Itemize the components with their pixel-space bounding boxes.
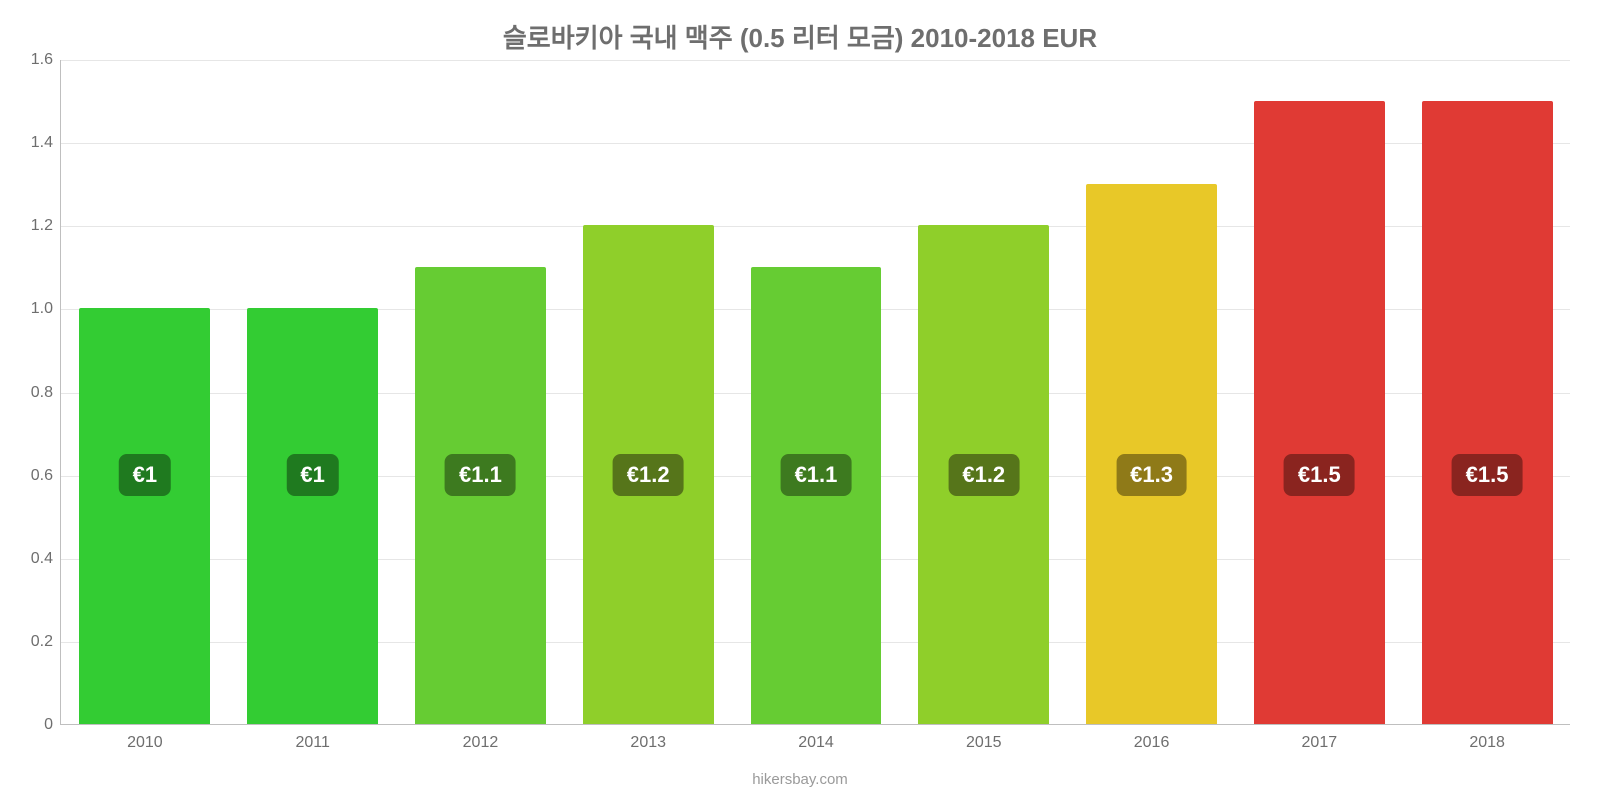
y-tick-label: 0.6 <box>11 467 53 485</box>
y-tick-label: 1.4 <box>11 134 53 152</box>
x-tick-label: 2010 <box>127 734 163 752</box>
grid-line <box>61 60 1570 61</box>
bar-value-label: €1 <box>286 454 338 496</box>
x-tick-label: 2013 <box>630 734 666 752</box>
bar-value-label: €1.3 <box>1116 454 1187 496</box>
x-tick-label: 2015 <box>966 734 1002 752</box>
plot-area: 00.20.40.60.81.01.21.41.6€12010€12011€1.… <box>60 60 1570 725</box>
y-tick-label: 0.8 <box>11 384 53 402</box>
chart-title: 슬로바키아 국내 맥주 (0.5 리터 모금) 2010-2018 EUR <box>0 18 1600 55</box>
bar: €1.1 <box>415 267 546 724</box>
bar: €1.1 <box>751 267 882 724</box>
y-tick-label: 1.2 <box>11 217 53 235</box>
bar-value-label: €1.2 <box>948 454 1019 496</box>
bar: €1 <box>79 308 210 724</box>
bar-value-label: €1.5 <box>1284 454 1355 496</box>
y-tick-label: 0.4 <box>11 550 53 568</box>
x-tick-label: 2017 <box>1302 734 1338 752</box>
x-tick-label: 2014 <box>798 734 834 752</box>
x-tick-label: 2012 <box>463 734 499 752</box>
y-tick-label: 1.0 <box>11 300 53 318</box>
bar-value-label: €1.5 <box>1452 454 1523 496</box>
y-tick-label: 0 <box>11 716 53 734</box>
x-tick-label: 2018 <box>1469 734 1505 752</box>
bar-value-label: €1 <box>119 454 171 496</box>
bar: €1 <box>247 308 378 724</box>
bar-chart: 슬로바키아 국내 맥주 (0.5 리터 모금) 2010-2018 EUR 00… <box>0 0 1600 800</box>
bar: €1.2 <box>918 225 1049 724</box>
x-tick-label: 2011 <box>295 734 329 752</box>
bar: €1.3 <box>1086 184 1217 724</box>
bar: €1.2 <box>583 225 714 724</box>
y-tick-label: 1.6 <box>11 51 53 69</box>
x-tick-label: 2016 <box>1134 734 1170 752</box>
bar: €1.5 <box>1254 101 1385 724</box>
bar-value-label: €1.2 <box>613 454 684 496</box>
bar: €1.5 <box>1422 101 1553 724</box>
footer-text: hikersbay.com <box>0 771 1600 788</box>
y-tick-label: 0.2 <box>11 633 53 651</box>
bar-value-label: €1.1 <box>781 454 852 496</box>
bar-value-label: €1.1 <box>445 454 516 496</box>
